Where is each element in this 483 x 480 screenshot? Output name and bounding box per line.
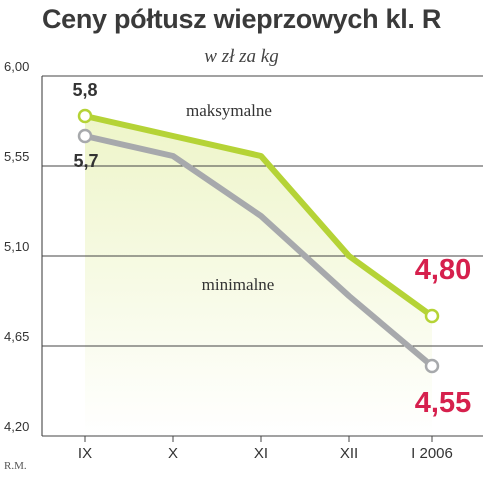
- series-line-min: [84, 133, 434, 369]
- x-tick-label: I 2006: [411, 445, 453, 462]
- data-label-max-first: 5,8: [72, 80, 97, 100]
- author-credit: R.M.: [4, 460, 27, 472]
- point-max-last: [424, 308, 440, 324]
- chart-title: Ceny półtusz wieprzowych kl. R: [41, 4, 442, 34]
- data-label-min-first: 5,7: [73, 151, 98, 171]
- chart-subtitle: w zł za kg: [204, 46, 279, 67]
- series-points: [77, 108, 440, 374]
- band-fill: [85, 116, 432, 436]
- y-axis-ticks: 6,00 5,55 5,10 4,65 4,20: [4, 59, 29, 434]
- point-max-first: [77, 108, 93, 124]
- y-tick-label: 4,65: [4, 329, 29, 344]
- y-tick-label: 6,00: [4, 59, 29, 74]
- x-tick-label: XII: [340, 445, 358, 462]
- x-tick-label: IX: [78, 445, 92, 462]
- series-line-max: [84, 113, 434, 319]
- point-min-first: [77, 128, 93, 144]
- x-tick-label: XI: [254, 445, 268, 462]
- y-tick-label: 4,20: [4, 419, 29, 434]
- data-label-max-last: 4,80: [415, 254, 471, 286]
- y-tick-label: 5,10: [4, 239, 29, 254]
- series-lines: [84, 113, 434, 369]
- grid: [41, 75, 483, 437]
- x-axis-ticks: IX X XI XII I 2006: [78, 436, 453, 462]
- series-label-min: minimalne: [202, 275, 275, 294]
- y-tick-label: 5,55: [4, 149, 29, 164]
- series-label-max: maksymalne: [186, 101, 272, 120]
- data-label-min-last: 4,55: [415, 387, 471, 419]
- area-fill: [85, 116, 432, 436]
- x-tick-label: X: [168, 445, 178, 462]
- point-min-last: [424, 358, 440, 374]
- series-labels: 5,8 5,7 4,80 4,55 maksymalne minimalne: [72, 80, 471, 419]
